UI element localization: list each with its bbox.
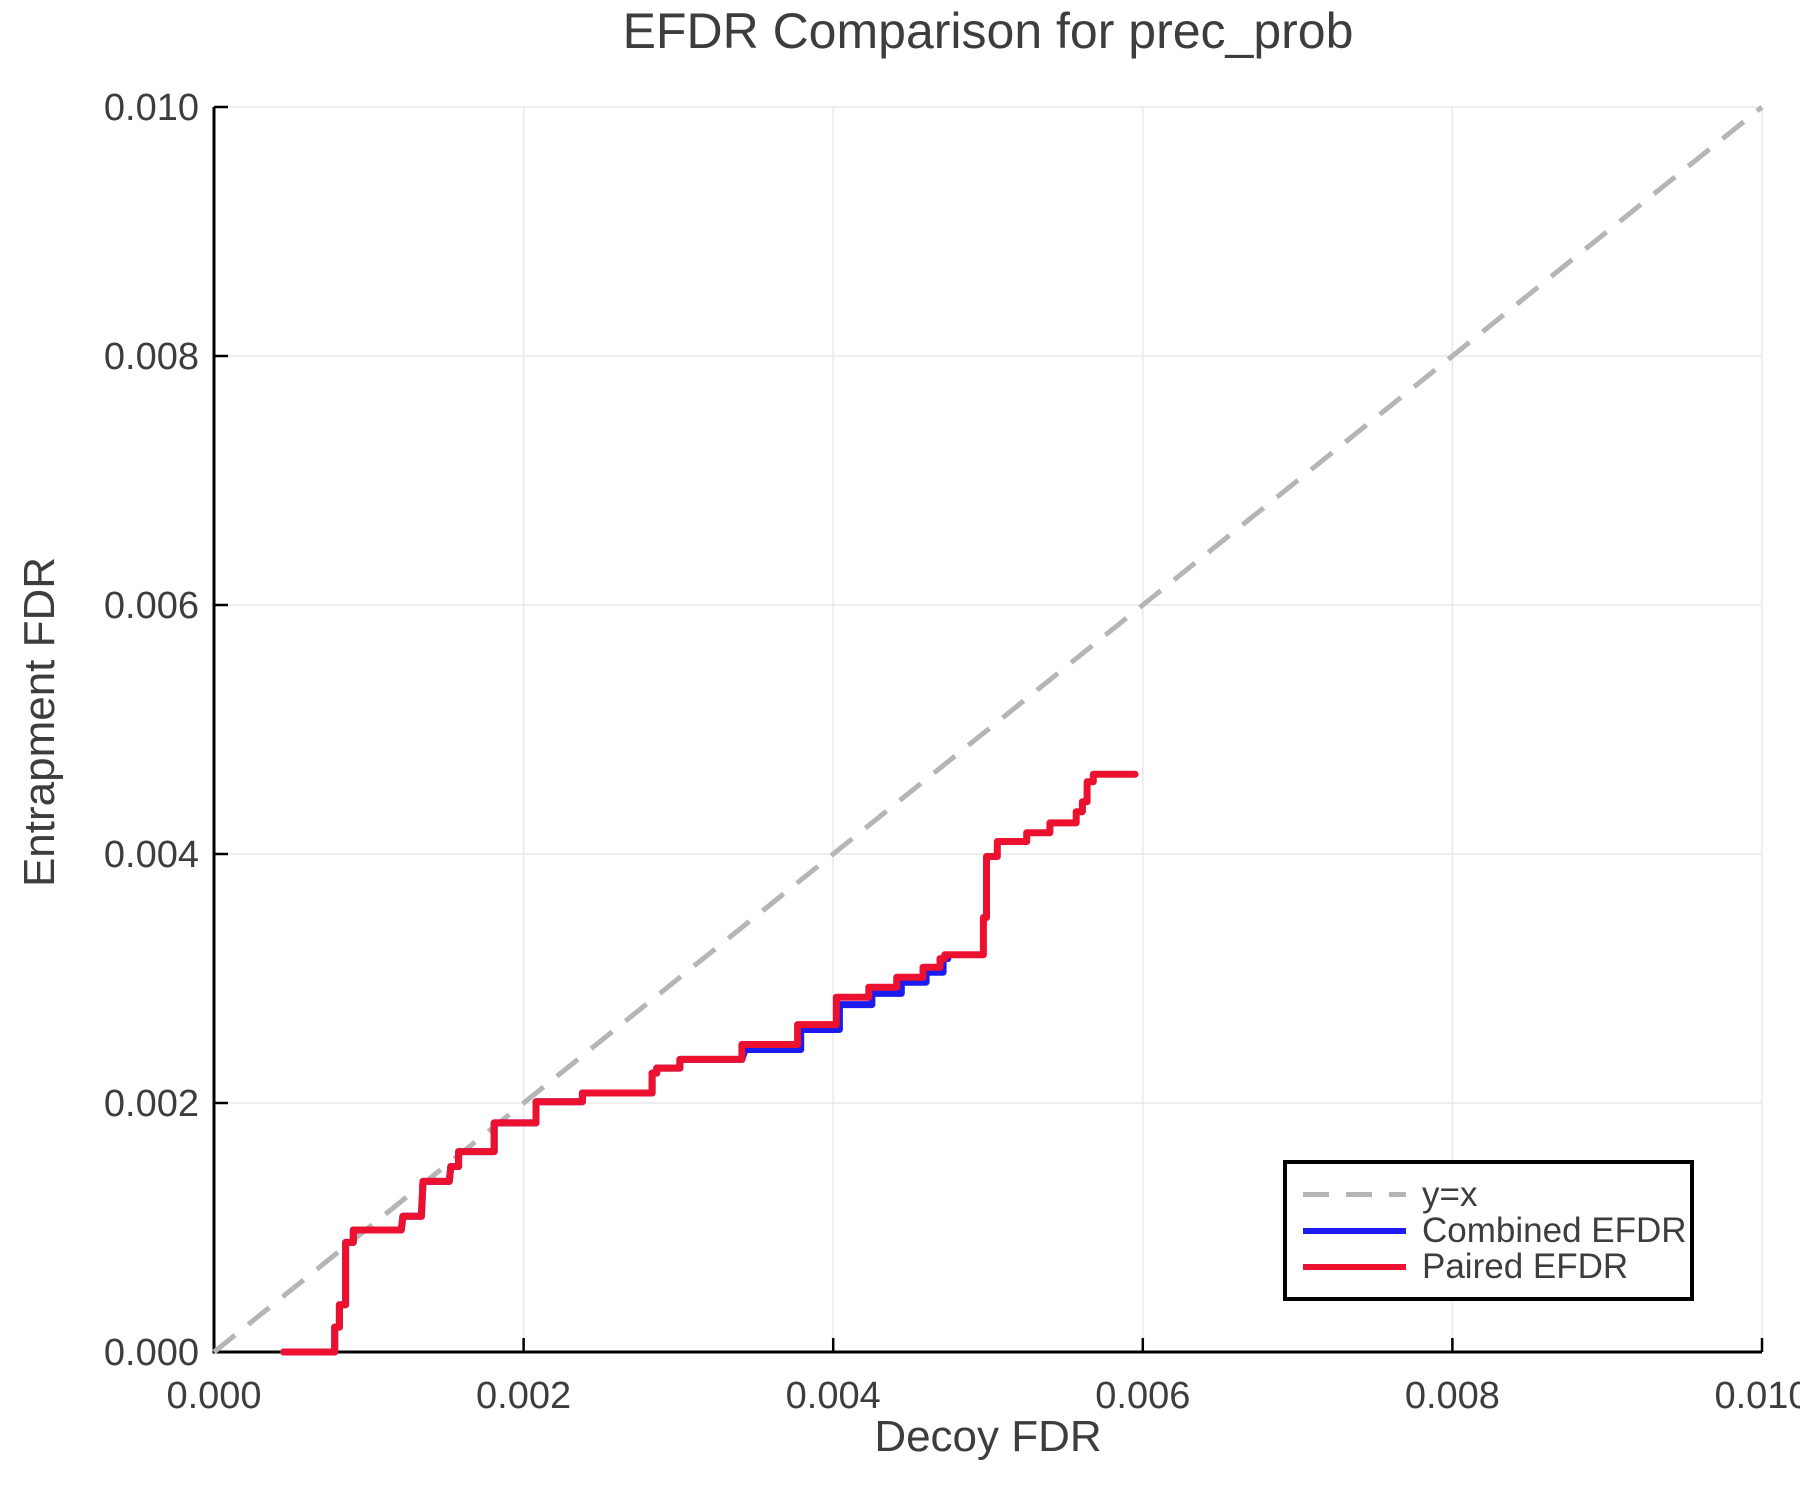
combined-efdr-line-swatch: [1303, 1227, 1406, 1234]
series-y-x: [212, 105, 1764, 1354]
grid-lines: [214, 106, 1763, 1352]
y-tick-labels: 0.000 0.002 0.004 0.006 0.008 0.010: [104, 87, 199, 1374]
y-tick-label: 0.004: [104, 834, 199, 876]
x-tick-label: 0.006: [1095, 1375, 1190, 1417]
x-tick-labels: 0.000 0.002 0.004 0.006 0.008 0.010: [166, 1375, 1800, 1417]
y-tick-label: 0.000: [104, 1332, 199, 1374]
y-tick-label: 0.006: [104, 585, 199, 627]
x-tick-label: 0.010: [1714, 1375, 1800, 1417]
x-tick-label: 0.000: [166, 1375, 261, 1417]
legend-item-identity: y=x: [1303, 1174, 1690, 1214]
y-tick-label: 0.008: [104, 336, 199, 378]
legend-item-combined-efdr: Combined EFDR: [1303, 1210, 1690, 1250]
x-tick-label: 0.004: [786, 1375, 881, 1417]
legend-label-paired-efdr: Paired EFDR: [1422, 1246, 1629, 1286]
x-tick-label: 0.008: [1405, 1375, 1500, 1417]
axis-lines: [212, 107, 1762, 1354]
chart-title: EFDR Comparison for prec_prob: [622, 3, 1354, 59]
x-tick-label: 0.002: [476, 1375, 571, 1417]
legend-label-identity: y=x: [1422, 1174, 1478, 1214]
series-paired-efdr: [280, 770, 1139, 1356]
y-axis-label: Entrapment FDR: [15, 556, 64, 888]
x-axis-label: Decoy FDR: [874, 1412, 1102, 1461]
legend-label-combined-efdr: Combined EFDR: [1422, 1210, 1687, 1250]
legend-item-paired-efdr: Paired EFDR: [1303, 1246, 1690, 1286]
legend: y=x Combined EFDR Paired EFDR: [1283, 1160, 1694, 1301]
series-combined-efdr: [280, 955, 952, 1356]
paired-efdr-line-swatch: [1303, 1263, 1406, 1270]
identity-line-swatch: [1303, 1192, 1406, 1197]
y-tick-label: 0.002: [104, 1083, 199, 1125]
y-tick-label: 0.010: [104, 87, 199, 129]
